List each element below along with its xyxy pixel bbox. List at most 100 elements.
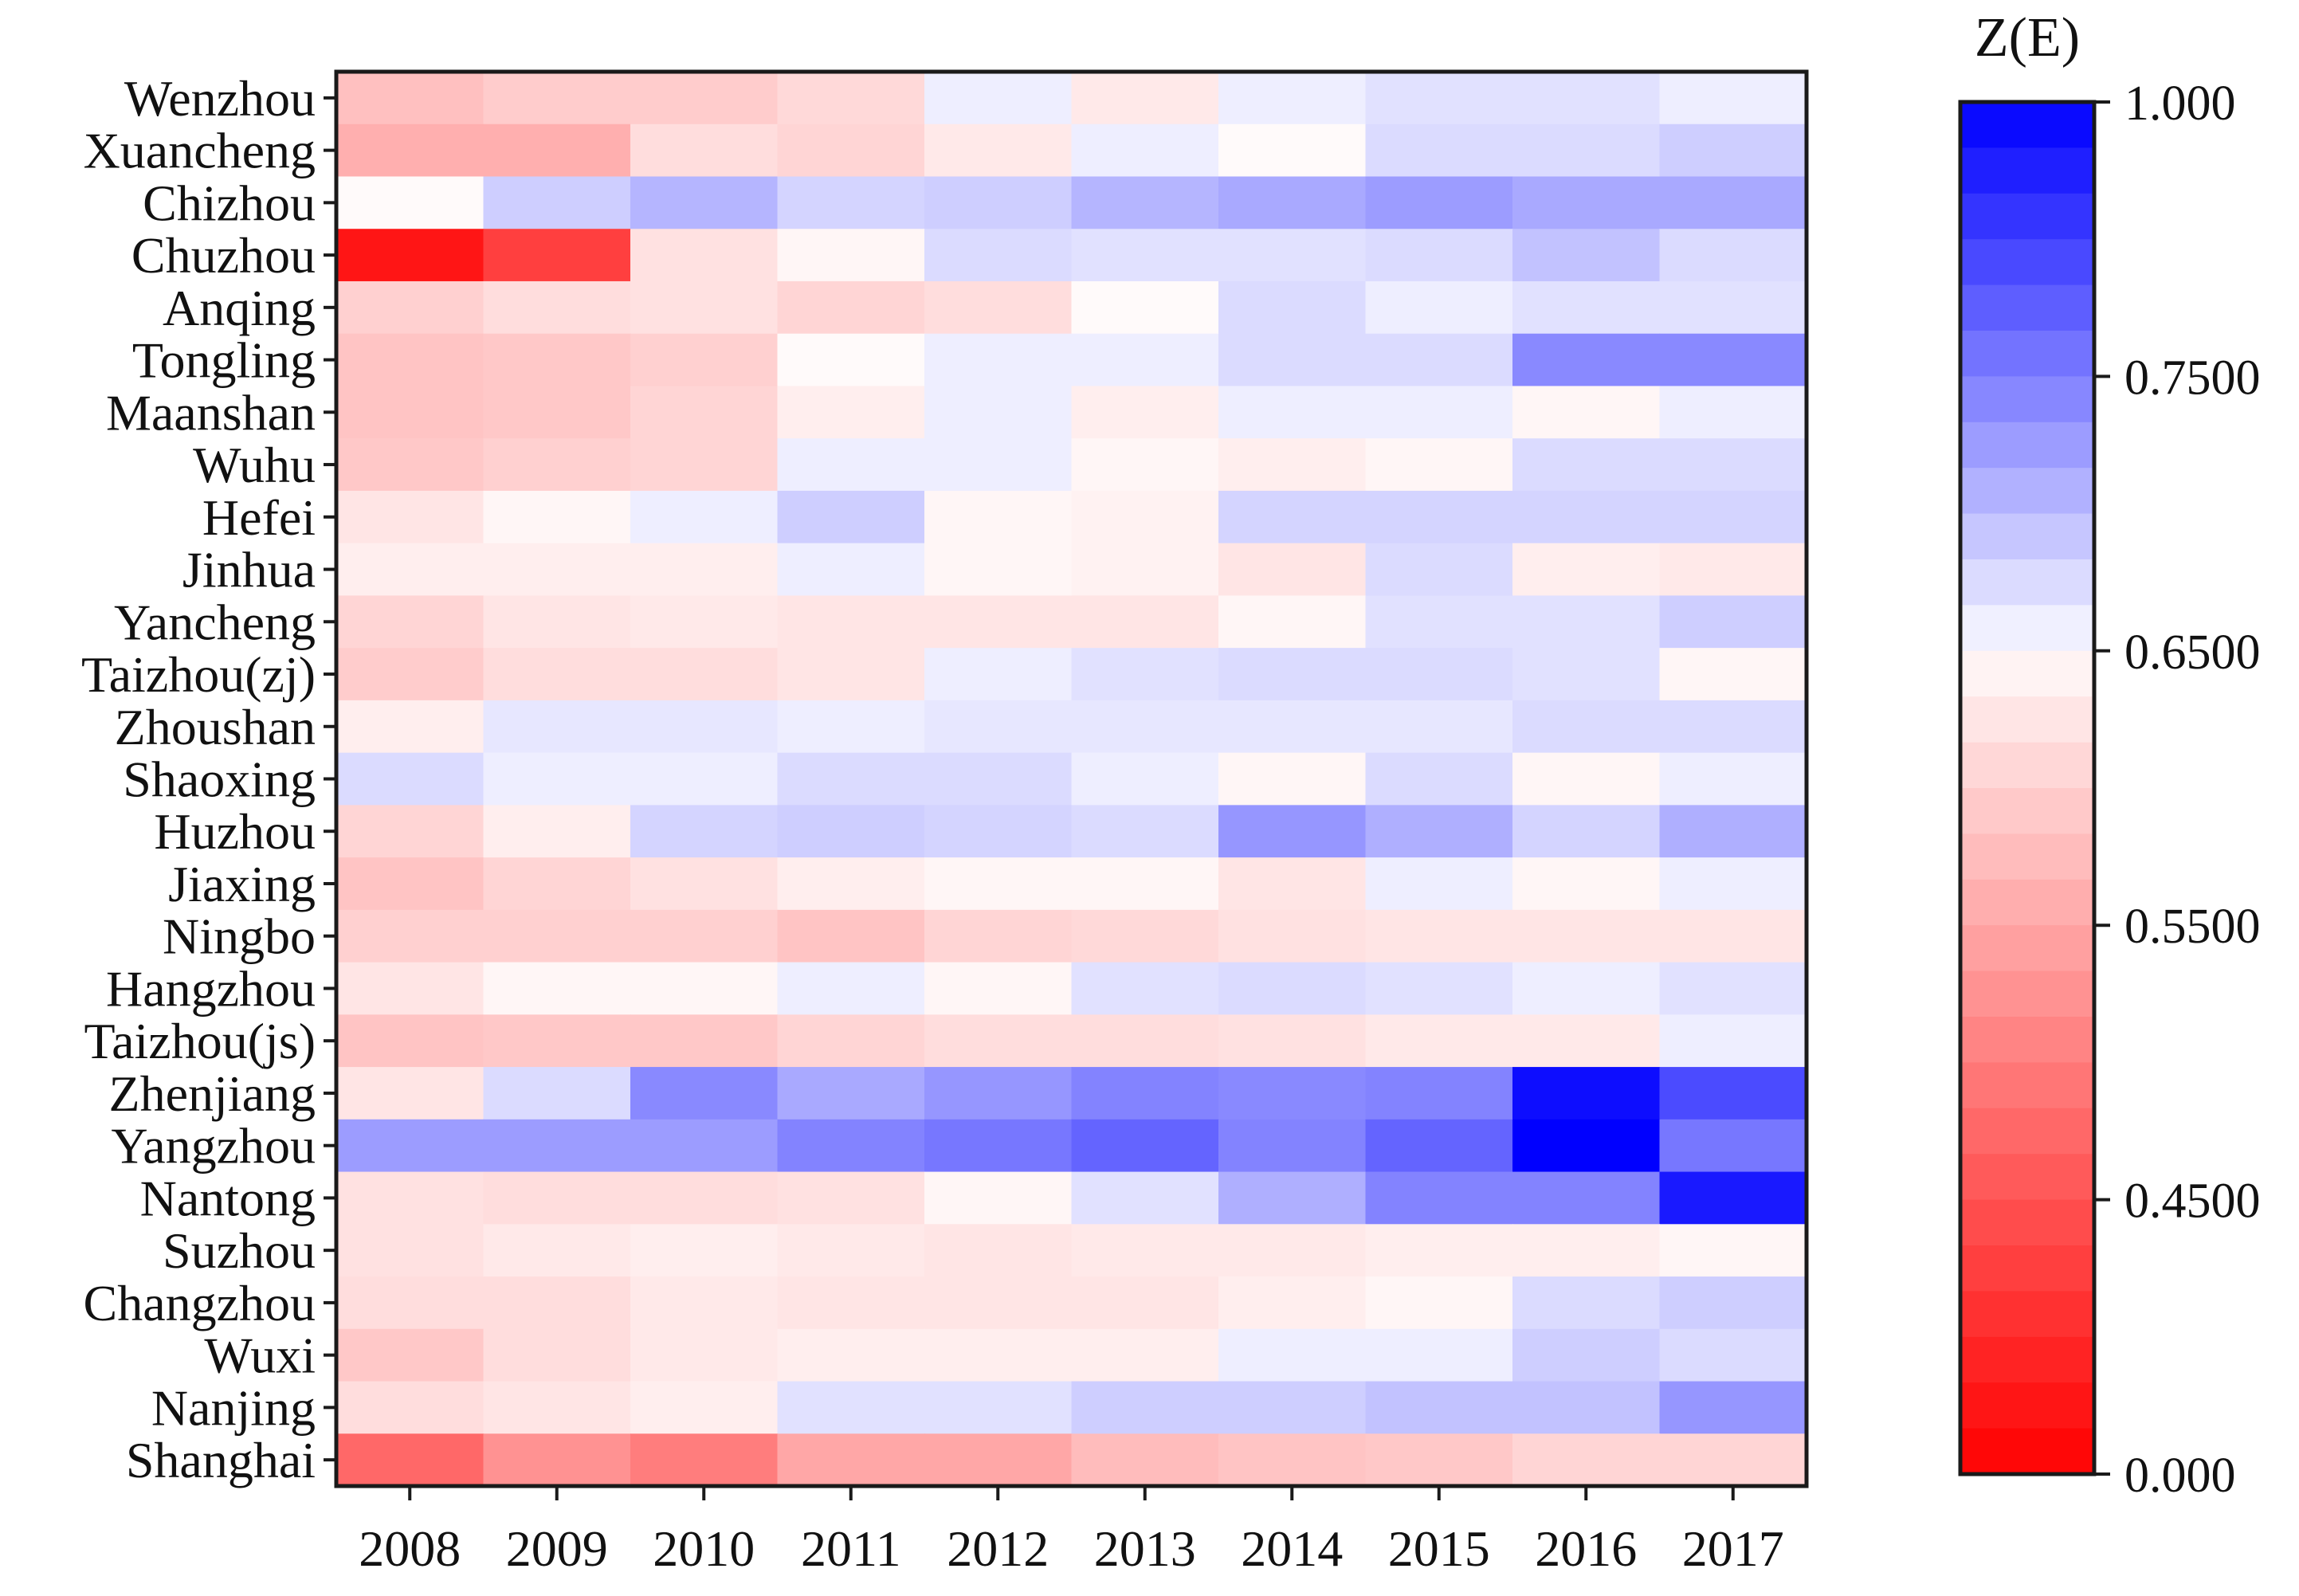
heatmap-cell (1512, 595, 1661, 649)
heatmap-cell (1071, 1276, 1219, 1330)
heatmap-cell (777, 1171, 925, 1225)
heatmap-cell (924, 909, 1073, 963)
heatmap-cell (1512, 72, 1661, 125)
heatmap-cell (630, 1328, 779, 1382)
colorbar-segment (1960, 284, 2094, 331)
heatmap-cell (777, 176, 925, 230)
colorbar-segment (1960, 1291, 2094, 1338)
heatmap-cell (777, 72, 925, 125)
heatmap-cell (1218, 1171, 1367, 1225)
heatmap-cell (1071, 1328, 1219, 1382)
colorbar-tick-label: 1.000 (2124, 76, 2236, 131)
colorbar-segment (1960, 1336, 2094, 1383)
heatmap-cell (1218, 1433, 1367, 1487)
heatmap-cell (1218, 1014, 1367, 1068)
heatmap-cell (1365, 438, 1513, 492)
heatmap-cell (1218, 1381, 1367, 1435)
heatmap-cell (483, 490, 631, 544)
heatmap-cell (1659, 648, 1807, 701)
heatmap-cell (336, 386, 485, 439)
heatmap-cell (1218, 700, 1367, 754)
colorbar-segment (1960, 1199, 2094, 1246)
colorbar-segment (1960, 879, 2094, 926)
heatmap-cell (924, 438, 1073, 492)
heatmap-cell (630, 176, 779, 230)
heatmap-cell (1071, 490, 1219, 544)
heatmap-cell (336, 805, 485, 858)
heatmap-cell (483, 1067, 631, 1120)
y-tick-label: Nantong (140, 1170, 316, 1226)
heatmap-cell (1659, 1381, 1807, 1435)
heatmap-cell (1659, 543, 1807, 597)
heatmap-cell (1365, 229, 1513, 282)
heatmap-cell (924, 1014, 1073, 1068)
heatmap-cell (924, 176, 1073, 230)
heatmap-cell (1218, 1067, 1367, 1120)
colorbar-segment (1960, 376, 2094, 423)
heatmap-cell (1071, 648, 1219, 701)
heatmap-cell (630, 962, 779, 1016)
y-tick-label: Jiaxing (168, 856, 316, 912)
heatmap-cell (336, 909, 485, 963)
heatmap-cell (1659, 909, 1807, 963)
heatmap-cell (336, 1067, 485, 1120)
heatmap-cell (336, 595, 485, 649)
heatmap-cell (630, 1119, 779, 1173)
heatmap-cell (777, 1067, 925, 1120)
heatmap-cell (1365, 1433, 1513, 1487)
heatmap-cell (1218, 595, 1367, 649)
heatmap-cell (336, 857, 485, 911)
heatmap-cell (630, 124, 779, 178)
heatmap-cell (483, 72, 631, 125)
heatmap-cell (1071, 280, 1219, 335)
heatmap-cell (1512, 1224, 1661, 1277)
heatmap-cell (336, 1171, 485, 1225)
heatmap-cell (630, 1067, 779, 1120)
heatmap-cell (1512, 752, 1661, 806)
heatmap-cell (1512, 124, 1661, 178)
colorbar-segment (1960, 1428, 2094, 1475)
heatmap-cell (1659, 1171, 1807, 1225)
heatmap-cell (483, 962, 631, 1016)
heatmap-cell (1071, 962, 1219, 1016)
y-tick-label: Suzhou (163, 1222, 316, 1279)
heatmap-cell (777, 490, 925, 544)
heatmap-cell (483, 1119, 631, 1173)
heatmap-cell (1659, 857, 1807, 911)
heatmap-cell (483, 176, 631, 230)
heatmap-cell (924, 752, 1073, 806)
heatmap-cell (483, 1328, 631, 1382)
heatmap-cell (777, 1381, 925, 1435)
colorbar-title: Z(E) (1975, 7, 2080, 69)
heatmap-cell (336, 490, 485, 544)
heatmap-cell (1071, 333, 1219, 387)
heatmap-cell (1218, 386, 1367, 439)
heatmap-cell (1365, 1276, 1513, 1330)
heatmap-cell (1071, 700, 1219, 754)
heatmap-cell (777, 124, 925, 178)
heatmap-cell (1071, 124, 1219, 178)
colorbar-segment (1960, 971, 2094, 1018)
heatmap-cell (777, 962, 925, 1016)
heatmap-cell (1071, 176, 1219, 230)
heatmap-cell (1218, 490, 1367, 544)
heatmap-cell (1365, 857, 1513, 911)
heatmap-cell (1659, 333, 1807, 387)
heatmap-cell (1218, 962, 1367, 1016)
heatmap-cell (483, 438, 631, 492)
heatmap-cell (1365, 1224, 1513, 1277)
heatmap-cell (630, 752, 779, 806)
heatmap-cell (1512, 1276, 1661, 1330)
heatmap-cell (1071, 1171, 1219, 1225)
heatmap-cell (777, 1119, 925, 1173)
colorbar-tick-label: 0.5500 (2124, 900, 2261, 954)
x-tick-label: 2014 (1241, 1520, 1343, 1577)
y-axis-labels: WenzhouXuanchengChizhouChuzhouAnqingTong… (81, 70, 336, 1488)
heatmap-cell (924, 1224, 1073, 1277)
heatmap-cell (1365, 543, 1513, 597)
heatmap-cell (924, 229, 1073, 282)
heatmap-cell (924, 962, 1073, 1016)
heatmap-cell (1512, 1381, 1661, 1435)
colorbar-tick-label: 0.000 (2124, 1449, 2236, 1503)
